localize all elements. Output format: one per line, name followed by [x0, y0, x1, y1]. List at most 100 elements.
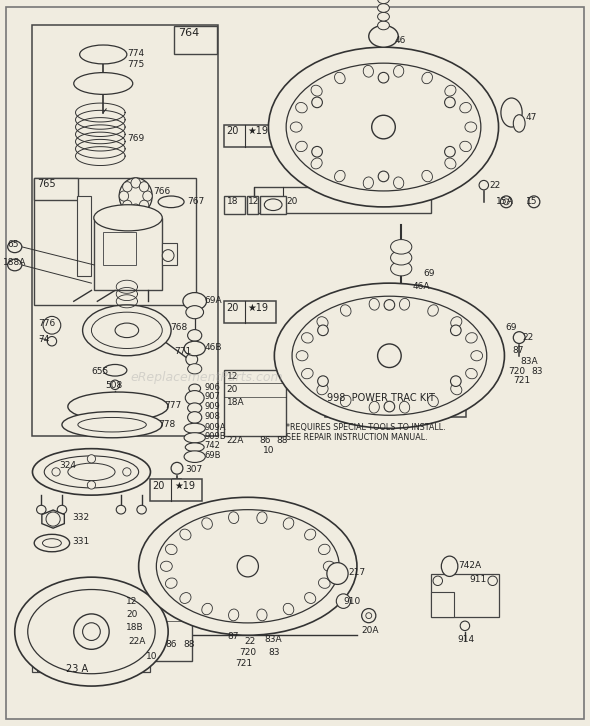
Ellipse shape [336, 594, 350, 608]
Ellipse shape [399, 401, 409, 413]
Ellipse shape [115, 323, 139, 338]
Ellipse shape [378, 4, 389, 12]
Text: ★19: ★19 [248, 303, 269, 313]
Text: 721: 721 [513, 376, 530, 385]
Text: 911: 911 [469, 575, 486, 584]
Text: 909A: 909A [205, 423, 226, 431]
Ellipse shape [184, 433, 205, 443]
Ellipse shape [286, 63, 481, 191]
Ellipse shape [422, 171, 432, 182]
Ellipse shape [184, 451, 205, 462]
Text: 22A: 22A [129, 637, 146, 646]
Ellipse shape [68, 392, 168, 421]
Text: 46: 46 [394, 36, 405, 45]
Bar [431, 574, 499, 617]
Circle shape [451, 376, 461, 386]
Circle shape [47, 336, 57, 346]
Bar [224, 370, 286, 436]
Circle shape [43, 317, 61, 334]
Text: 69: 69 [505, 323, 516, 332]
Ellipse shape [465, 122, 477, 132]
Ellipse shape [501, 98, 522, 127]
Circle shape [46, 512, 60, 526]
Bar [247, 196, 258, 214]
Ellipse shape [391, 240, 412, 254]
Text: 88: 88 [276, 436, 287, 444]
Text: 86: 86 [165, 640, 176, 649]
Circle shape [488, 576, 497, 586]
Ellipse shape [94, 205, 162, 231]
Text: 83A: 83A [520, 357, 538, 366]
Ellipse shape [460, 102, 471, 113]
Ellipse shape [8, 241, 22, 253]
Ellipse shape [363, 177, 373, 189]
Bar [162, 243, 177, 265]
Circle shape [312, 97, 322, 107]
Ellipse shape [34, 534, 70, 552]
Circle shape [162, 250, 174, 261]
Text: 776: 776 [38, 319, 55, 328]
Ellipse shape [391, 250, 412, 265]
Bar [224, 301, 276, 323]
Text: 906: 906 [205, 383, 221, 391]
Ellipse shape [428, 395, 438, 407]
Ellipse shape [28, 590, 155, 674]
Bar [260, 196, 286, 214]
Text: 324: 324 [59, 461, 76, 470]
Ellipse shape [335, 171, 345, 182]
Ellipse shape [139, 200, 149, 211]
Text: 908: 908 [205, 412, 221, 420]
Ellipse shape [119, 178, 152, 214]
Text: 774: 774 [127, 49, 144, 58]
Text: 65: 65 [7, 240, 18, 248]
Bar [124, 595, 192, 661]
Ellipse shape [378, 0, 389, 4]
Ellipse shape [131, 204, 140, 214]
Ellipse shape [394, 177, 404, 189]
Ellipse shape [185, 391, 204, 405]
Bar [224, 196, 245, 214]
Text: 86: 86 [260, 436, 271, 444]
Ellipse shape [422, 73, 432, 83]
Ellipse shape [319, 578, 330, 588]
Ellipse shape [301, 333, 313, 343]
Bar [32, 25, 218, 436]
Ellipse shape [363, 65, 373, 77]
Text: 20: 20 [226, 126, 238, 136]
Ellipse shape [513, 115, 525, 132]
Circle shape [372, 115, 395, 139]
Text: 20: 20 [126, 610, 137, 619]
Ellipse shape [83, 305, 171, 356]
Circle shape [362, 608, 376, 623]
Circle shape [445, 147, 455, 157]
Circle shape [366, 613, 372, 619]
Ellipse shape [180, 592, 191, 603]
Ellipse shape [317, 384, 328, 395]
Text: *REQUIRES SPECIAL TOOLS TO INSTALL.: *REQUIRES SPECIAL TOOLS TO INSTALL. [286, 423, 446, 431]
Text: SEE REPAIR INSTRUCTION MANUAL.: SEE REPAIR INSTRUCTION MANUAL. [286, 433, 428, 441]
Ellipse shape [317, 317, 328, 327]
Text: 22: 22 [490, 182, 501, 190]
Bar [324, 392, 466, 417]
Text: 764: 764 [178, 28, 199, 38]
Ellipse shape [183, 293, 206, 310]
Circle shape [312, 147, 322, 157]
Ellipse shape [323, 561, 335, 571]
Text: 766: 766 [153, 187, 171, 196]
Text: 742A: 742A [458, 561, 481, 570]
Text: 771: 771 [174, 347, 191, 356]
Ellipse shape [274, 283, 504, 428]
Ellipse shape [119, 191, 129, 201]
Ellipse shape [340, 395, 351, 407]
Ellipse shape [116, 505, 126, 514]
Bar [34, 178, 78, 200]
Text: 217: 217 [348, 568, 365, 576]
Ellipse shape [228, 609, 239, 621]
Text: 769: 769 [127, 134, 144, 143]
Ellipse shape [311, 85, 322, 96]
Circle shape [503, 199, 509, 205]
Ellipse shape [188, 412, 202, 423]
Bar [150, 479, 202, 501]
Ellipse shape [74, 73, 133, 94]
Text: 46B: 46B [205, 343, 222, 352]
